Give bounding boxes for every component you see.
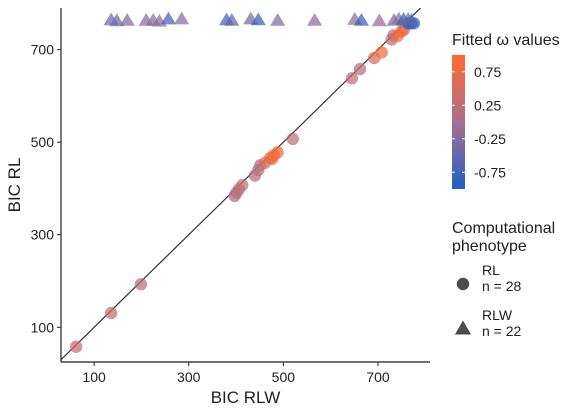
color-legend: Fitted ω values 0.75 0.25 -0.25 -0.75 bbox=[452, 32, 560, 189]
color-tick-label: 0.25 bbox=[474, 97, 501, 113]
rl-point bbox=[286, 132, 300, 146]
rlw-point bbox=[306, 12, 323, 26]
rlw-point bbox=[250, 12, 266, 26]
y-axis-title: BIC RL bbox=[5, 158, 24, 213]
points-layer bbox=[69, 11, 421, 353]
x-axis-title: BIC RLW bbox=[211, 388, 281, 407]
y-tick-label: 700 bbox=[31, 42, 55, 58]
rl-point bbox=[345, 72, 359, 85]
color-tick-label: 0.75 bbox=[474, 64, 501, 80]
rlw-point bbox=[270, 12, 286, 26]
rlw-point bbox=[371, 13, 387, 27]
y-axis-ticks: 100 300 500 700 bbox=[31, 42, 61, 335]
color-tick-label: -0.75 bbox=[474, 164, 506, 180]
legend-series-name: RL bbox=[482, 262, 500, 278]
rlw-point bbox=[403, 12, 420, 26]
rl-point bbox=[134, 278, 148, 291]
x-axis-ticks: 100 300 500 700 bbox=[82, 362, 390, 385]
rlw-point bbox=[174, 11, 190, 25]
x-tick-label: 500 bbox=[272, 369, 296, 385]
color-legend-ticks: 0.75 0.25 -0.25 -0.75 bbox=[452, 64, 506, 180]
rlw-point bbox=[160, 11, 176, 25]
x-tick-label: 100 bbox=[82, 369, 106, 385]
rl-point bbox=[375, 46, 388, 59]
color-bar bbox=[452, 55, 465, 189]
rl-point bbox=[235, 179, 249, 192]
rl-point bbox=[69, 340, 83, 353]
y-tick-label: 500 bbox=[31, 134, 55, 150]
color-legend-title: Fitted ω values bbox=[452, 32, 560, 49]
legend-triangle-icon bbox=[454, 320, 472, 335]
legend-series-name: RLW bbox=[482, 307, 513, 323]
rl-point bbox=[271, 146, 284, 159]
legend-series-count: n = 28 bbox=[482, 278, 522, 294]
x-tick-label: 300 bbox=[177, 369, 201, 385]
rl-point bbox=[104, 306, 118, 320]
rl-point bbox=[353, 62, 367, 76]
y-tick-label: 100 bbox=[31, 319, 55, 335]
legend-circle-icon bbox=[456, 277, 470, 291]
legend-series-count: n = 22 bbox=[482, 323, 522, 339]
rlw-point bbox=[224, 12, 240, 26]
y-tick-label: 300 bbox=[31, 227, 55, 243]
x-tick-label: 700 bbox=[366, 369, 390, 385]
shape-legend-title-line-2: phenotype bbox=[452, 238, 527, 255]
color-tick-label: -0.25 bbox=[474, 131, 506, 147]
shape-legend-title-line-1: Computational bbox=[452, 220, 555, 237]
rlw-point bbox=[109, 13, 125, 27]
rlw-point bbox=[119, 12, 135, 26]
rlw-point bbox=[353, 12, 370, 26]
